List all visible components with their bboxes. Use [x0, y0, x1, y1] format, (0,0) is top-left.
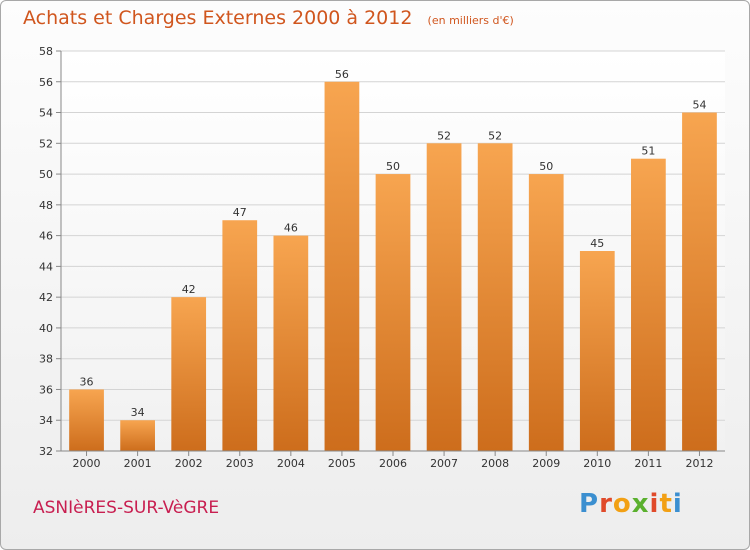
bar-value-label: 45 — [590, 237, 604, 250]
value-labels: 36 34 42 47 46 56 50 52 52 50 45 51 54 — [80, 68, 707, 419]
brand-logo[interactable]: Proxiti — [579, 489, 683, 519]
bar-value-label: 46 — [284, 222, 298, 235]
bar — [222, 220, 258, 451]
x-tick-label: 2011 — [634, 457, 662, 470]
bar — [579, 251, 615, 451]
x-tick-label: 2010 — [583, 457, 611, 470]
y-tick-label: 40 — [39, 322, 53, 335]
y-tick-label: 54 — [39, 107, 53, 120]
x-tick-label: 2005 — [328, 457, 356, 470]
x-tick-label: 2002 — [175, 457, 203, 470]
bar-value-label: 50 — [386, 160, 400, 173]
brand-logo-letter: t — [659, 489, 673, 519]
y-tick-label: 56 — [39, 76, 53, 89]
y-tick-label: 50 — [39, 168, 53, 181]
x-tick-label: 2009 — [532, 457, 560, 470]
bar — [528, 174, 564, 452]
y-axis-ticks: 32 34 36 38 40 42 44 46 48 50 52 54 56 58 — [39, 45, 61, 458]
y-tick-label: 48 — [39, 199, 53, 212]
bar — [375, 174, 411, 452]
brand-logo-letter: x — [631, 489, 650, 519]
x-tick-label: 2000 — [73, 457, 101, 470]
bar — [69, 389, 104, 451]
bar-value-label: 52 — [437, 129, 451, 142]
bar — [631, 158, 666, 451]
y-tick-label: 46 — [39, 230, 53, 243]
bar — [120, 420, 155, 451]
x-tick-label: 2006 — [379, 457, 407, 470]
bar — [426, 143, 462, 452]
bar-value-label: 42 — [182, 283, 196, 296]
commune-name: ASNIèRES-SUR-VèGRE — [33, 498, 220, 518]
x-tick-label: 2007 — [430, 457, 458, 470]
bar-value-label: 50 — [539, 160, 553, 173]
y-tick-label: 44 — [39, 260, 53, 273]
brand-logo-letter: i — [649, 489, 660, 519]
bar-value-label: 54 — [692, 99, 706, 112]
y-tick-label: 42 — [39, 291, 53, 304]
y-tick-label: 32 — [39, 445, 53, 458]
title-row: Achats et Charges Externes 2000 à 2012 (… — [23, 7, 514, 29]
bar-value-label: 52 — [488, 129, 502, 142]
x-axis-ticks: 2000 2001 2002 2003 2004 2005 2006 2007 2008 2009… — [73, 451, 713, 470]
bars — [69, 81, 717, 452]
bar-value-label: 51 — [641, 145, 655, 158]
bar-value-label: 34 — [131, 406, 145, 419]
y-tick-label: 36 — [39, 383, 53, 396]
brand-logo-letter: o — [612, 489, 632, 519]
x-tick-label: 2004 — [277, 457, 305, 470]
bar — [324, 81, 360, 452]
bar-value-label: 56 — [335, 68, 349, 81]
chart-title: Achats et Charges Externes 2000 à 2012 — [23, 7, 413, 29]
bar-value-label: 36 — [80, 375, 94, 388]
y-tick-label: 58 — [39, 45, 53, 58]
x-tick-label: 2008 — [481, 457, 509, 470]
y-tick-label: 52 — [39, 137, 53, 150]
bar — [273, 235, 309, 451]
brand-logo-letter: r — [599, 489, 613, 519]
x-tick-label: 2003 — [226, 457, 254, 470]
brand-logo-letter: i — [672, 489, 683, 519]
y-tick-label: 38 — [39, 353, 53, 366]
bar-value-label: 47 — [233, 206, 247, 219]
chart-subtitle: (en milliers d'€) — [427, 14, 514, 27]
x-tick-label: 2001 — [124, 457, 152, 470]
bar — [171, 297, 207, 451]
brand-logo-letter: P — [579, 489, 600, 519]
bar — [682, 112, 717, 452]
y-tick-label: 34 — [39, 414, 53, 427]
bar — [477, 143, 513, 452]
x-tick-label: 2012 — [685, 457, 713, 470]
